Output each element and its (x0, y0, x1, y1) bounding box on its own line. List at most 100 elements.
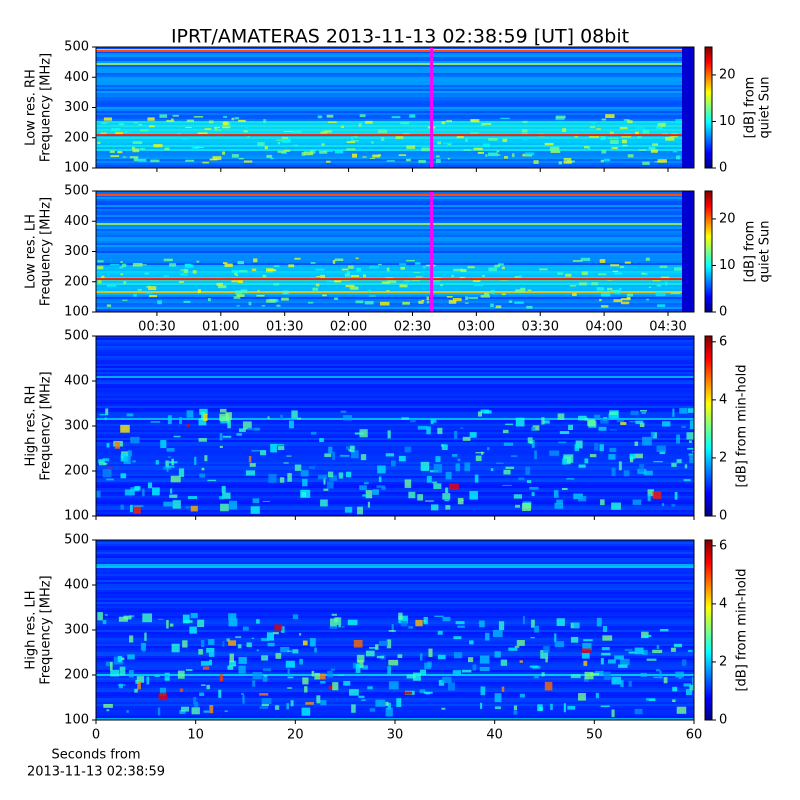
texture-blob (403, 691, 413, 695)
texture-blob (149, 294, 157, 298)
texture-blob (601, 652, 611, 656)
texture-blob (391, 623, 394, 633)
texture-blob (623, 470, 630, 477)
texture-blob (488, 152, 498, 157)
texture-blob (646, 658, 657, 661)
texture-blob (530, 637, 535, 639)
texture-blob (118, 123, 125, 126)
colorbar (704, 335, 713, 517)
texture-blob (129, 615, 135, 618)
texture-blob (453, 268, 463, 272)
texture-blob (193, 116, 204, 118)
texture-row (96, 235, 694, 237)
texture-blob (463, 149, 471, 151)
texture-blob (266, 154, 273, 158)
texture-blob (672, 699, 676, 703)
texture-blob (397, 654, 403, 659)
texture-blob (178, 468, 185, 477)
texture-row (96, 636, 694, 638)
texture-blob (469, 640, 474, 645)
texture-row (96, 249, 694, 251)
texture-blob (620, 680, 624, 687)
texture-blob (166, 465, 175, 468)
colorbar-tick-label: 4 (719, 392, 727, 407)
texture-blob (441, 707, 446, 710)
texture-row (96, 63, 694, 65)
texture-row (96, 648, 694, 650)
texture-row (96, 131, 694, 133)
texture-row (96, 376, 694, 378)
texture-row (96, 87, 694, 89)
texture-blob (639, 464, 645, 473)
texture-blob (426, 296, 429, 301)
texture-blob (520, 287, 526, 291)
texture-blob (648, 286, 652, 289)
texture-blob (277, 446, 285, 451)
texture-row (96, 358, 694, 360)
texture-blob (110, 155, 120, 158)
texture-blob (357, 506, 363, 515)
texture-blob (526, 480, 532, 483)
texture-blob (208, 639, 215, 645)
texture-blob (452, 670, 461, 674)
texture-blob (616, 420, 625, 423)
texture-blob (287, 687, 293, 689)
texture-row (96, 83, 694, 85)
texture-blob (583, 677, 589, 682)
texture-blob (319, 150, 328, 154)
texture-blob (578, 282, 588, 286)
texture-row (96, 149, 694, 151)
texture-blob (619, 127, 628, 129)
texture-blob (550, 703, 553, 711)
texture-row (96, 265, 694, 267)
texture-blob (572, 292, 577, 297)
texture-blob (132, 460, 136, 463)
texture-row (96, 223, 694, 225)
texture-blob (248, 455, 252, 463)
texture-blob (583, 145, 590, 149)
texture-row (96, 261, 694, 263)
texture-blob (634, 453, 643, 459)
texture-blob (309, 638, 316, 647)
texture-blob (381, 137, 385, 141)
texture-blob (609, 447, 617, 453)
texture-blob (362, 494, 370, 497)
texture-blob (635, 131, 639, 136)
texture-blob (375, 644, 379, 650)
colorbar-tick-label: 10 (719, 258, 736, 273)
texture-row (96, 504, 694, 506)
texture-row (96, 73, 694, 75)
texture-row (96, 622, 694, 624)
texture-row (96, 632, 694, 634)
texture-blob (334, 149, 344, 154)
texture-blob (261, 305, 266, 307)
texture-blob (202, 161, 210, 164)
texture-blob (600, 418, 609, 424)
texture-blob (361, 699, 366, 701)
texture-blob (613, 299, 623, 303)
texture-blob (123, 615, 132, 620)
texture-blob (446, 120, 452, 123)
texture-row (96, 295, 694, 297)
texture-blob (311, 670, 315, 677)
texture-blob (480, 702, 483, 709)
texture-blob (635, 420, 644, 424)
texture-blob (487, 447, 490, 451)
texture-blob (415, 262, 421, 265)
texture-blob (650, 431, 655, 437)
texture-blob (117, 151, 123, 154)
texture-row (96, 199, 694, 201)
x-tick-label: 40 (486, 728, 503, 743)
texture-blob (391, 116, 401, 119)
texture-row (96, 670, 694, 672)
texture-blob (186, 424, 191, 427)
texture-blob (330, 668, 336, 671)
texture-blob (365, 490, 373, 499)
texture-blob (624, 261, 631, 264)
texture-blob (600, 658, 604, 665)
texture-blob (620, 422, 627, 425)
texture-blob (587, 419, 596, 427)
texture-blob (582, 643, 592, 651)
texture-blob (679, 408, 688, 414)
texture-blob (208, 120, 214, 124)
